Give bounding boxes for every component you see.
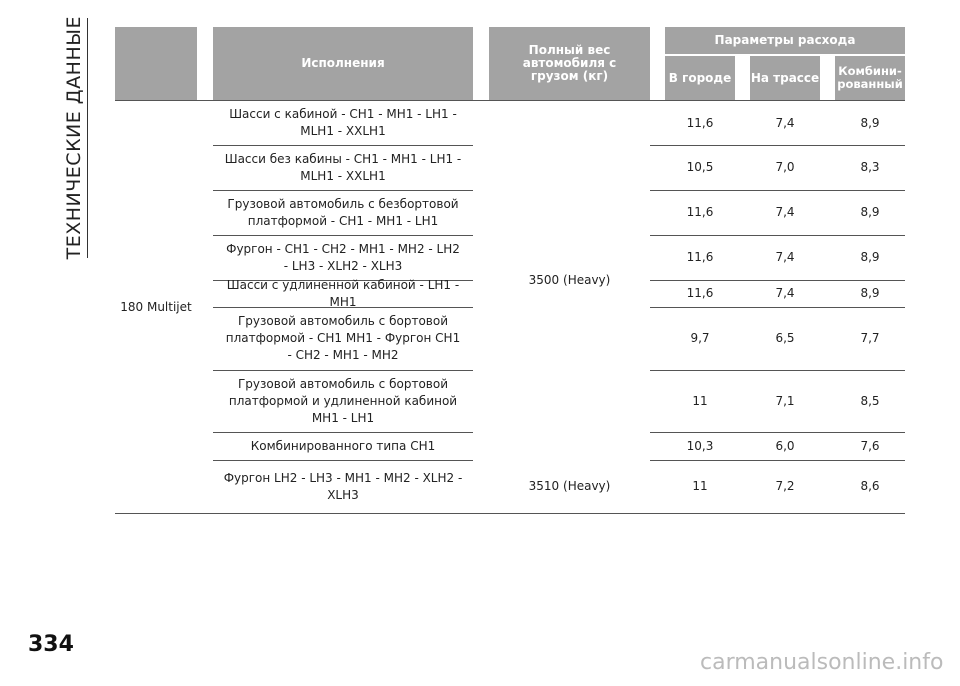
row-rule <box>213 145 473 146</box>
value-cell: 8,9 <box>860 286 880 300</box>
header-variant: Исполнения <box>213 27 473 100</box>
row-rule <box>650 307 905 308</box>
header-combined: Комбини-рованный <box>835 56 905 100</box>
value-cell: 8,5 <box>860 393 880 408</box>
value-cell: 11 <box>692 393 708 408</box>
variant-cell: Грузовой автомобиль с бортовой платформо… <box>228 376 458 425</box>
variant-cell: Фургон LH2 - LH3 - MH1 - MH2 - XLH2 - XL… <box>223 470 463 502</box>
page-number: 334 <box>28 632 74 657</box>
header-rule <box>115 100 905 101</box>
variant-cell: Шасси без кабины - CH1 - MH1 - LH1 - MLH… <box>224 151 462 183</box>
value-cell: 9,7 <box>690 331 710 345</box>
value-cell: 7,2 <box>775 479 795 493</box>
value-cell: 11,6 <box>686 286 714 300</box>
row-rule <box>213 370 473 371</box>
value-cell: 11 <box>692 479 708 493</box>
value-cell: 8,9 <box>860 115 880 130</box>
header-cell <box>115 27 197 100</box>
value-cell: 6,0 <box>775 438 795 453</box>
row-rule <box>213 190 473 191</box>
weight-cell: 3510 (Heavy) <box>528 479 611 493</box>
row-rule <box>650 370 905 371</box>
header-weight: Полный вес автомобиля с грузом (кг) <box>489 27 650 100</box>
row-rule <box>213 307 473 308</box>
weight-cell: 3500 (Heavy) <box>528 273 611 287</box>
value-cell: 7,6 <box>860 438 880 453</box>
value-cell: 7,0 <box>775 160 795 174</box>
value-cell: 10,5 <box>686 160 714 174</box>
row-rule <box>650 280 905 281</box>
value-cell: 7,4 <box>775 205 795 219</box>
variant-cell: Грузовой автомобиль с безбортовой платфо… <box>227 196 459 228</box>
row-rule <box>213 460 473 461</box>
variant-cell: Комбинированного типа CH1 <box>250 438 436 453</box>
row-rule <box>650 460 905 461</box>
header-consumption: Параметры расхода <box>665 27 905 55</box>
value-cell: 10,3 <box>686 438 714 453</box>
value-cell: 7,4 <box>775 286 795 300</box>
value-cell: 7,7 <box>860 331 880 345</box>
value-cell: 7,1 <box>775 393 795 408</box>
value-cell: 8,9 <box>860 205 880 219</box>
row-rule <box>650 190 905 191</box>
variant-cell: Шасси с кабиной - CH1 - MH1 - LH1 - MLH1… <box>229 107 457 138</box>
value-cell: 7,4 <box>775 115 795 130</box>
model-cell: 180 Multijet <box>120 299 192 314</box>
value-cell: 8,6 <box>860 479 880 493</box>
variant-cell: Шасси с удлиненной кабиной - LH1 - MH1 <box>226 277 460 309</box>
value-cell: 8,3 <box>860 160 880 174</box>
variant-cell: Грузовой автомобиль с бортовой платформо… <box>225 314 461 362</box>
row-rule <box>213 235 473 236</box>
value-cell: 11,6 <box>686 115 714 130</box>
table-bottom-rule <box>115 513 905 514</box>
row-rule <box>213 280 473 281</box>
value-cell: 7,4 <box>775 250 795 264</box>
value-cell: 11,6 <box>686 205 714 219</box>
value-cell: 6,5 <box>775 331 795 345</box>
variant-cell: Фургон - CH1 - CH2 - MH1 - MH2 - LH2 - L… <box>226 241 460 273</box>
row-rule <box>650 432 905 433</box>
value-cell: 8,9 <box>860 250 880 264</box>
side-title-box: ТЕХНИЧЕСКИЕ ДАННЫЕ <box>60 16 88 260</box>
row-rule <box>650 145 905 146</box>
header-highway: На трассе <box>750 56 820 100</box>
row-rule <box>213 432 473 433</box>
header-city: В городе <box>665 56 735 100</box>
watermark: carmanualsonline.info <box>700 650 944 675</box>
value-cell: 11,6 <box>686 250 714 264</box>
side-title: ТЕХНИЧЕСКИЕ ДАННЫЕ <box>62 16 85 260</box>
row-rule <box>650 235 905 236</box>
